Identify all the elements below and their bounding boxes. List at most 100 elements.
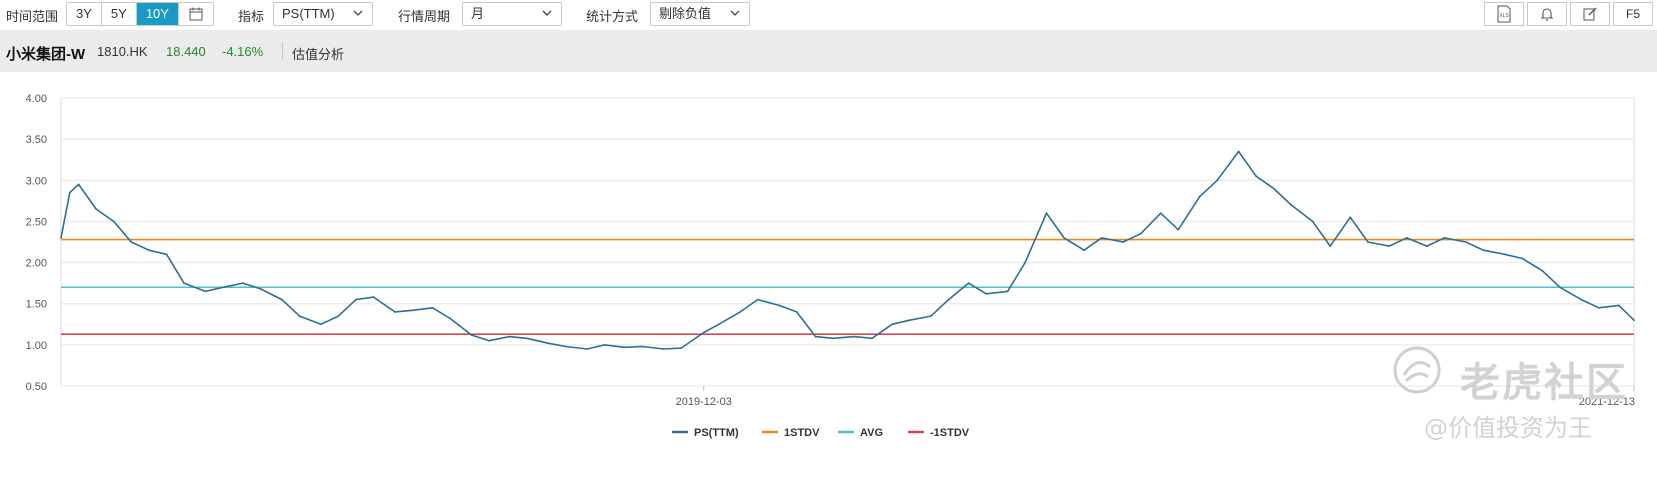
calendar-button[interactable] <box>178 3 213 25</box>
period-value: 月 <box>471 6 485 21</box>
ps-ttm-point <box>1388 245 1391 248</box>
ps-ttm-point <box>1329 245 1332 248</box>
ps-ttm-point <box>662 348 665 350</box>
ps-ttm-point <box>1159 212 1162 215</box>
stock-change: -4.16% <box>222 44 264 59</box>
legend-item-label[interactable]: AVG <box>860 427 883 439</box>
ps-ttm-point <box>930 315 932 317</box>
ps-ttm-point <box>623 346 626 349</box>
ps-ttm-point <box>1216 179 1219 182</box>
y-tick-label: 1.00 <box>26 340 47 352</box>
ps-ttm-point <box>1272 187 1275 190</box>
chart-grid <box>60 97 1635 387</box>
stock-code: 1810.HK <box>97 44 148 59</box>
ps-ttm-point <box>470 334 473 336</box>
export-xls-button[interactable]: XLS <box>1484 2 1524 26</box>
period-select[interactable]: 月 <box>462 2 562 26</box>
ps-ttm-point <box>778 304 780 307</box>
chart-legend: PS(TTM) 1STDV AVG -1STDV <box>672 427 970 439</box>
bell-icon <box>1540 8 1554 21</box>
ps-ttm-point <box>183 282 185 284</box>
ps-ttm-point <box>891 323 893 326</box>
time-range-label: 时间范围 <box>6 9 59 24</box>
ps-ttm-point <box>967 282 970 284</box>
ps-ttm-point <box>1426 245 1428 248</box>
ps-ttm-point <box>1237 150 1240 153</box>
toolbar: 时间范围 3Y 5Y 10Y 指标 PS(TTM) 行情周期 月 统计方式 剔除… <box>0 0 1657 30</box>
series-layer <box>60 150 1635 350</box>
ps-ttm-point <box>298 315 301 317</box>
range-5y-button[interactable]: 5Y <box>101 3 137 25</box>
ps-ttm-point <box>1311 220 1314 223</box>
ps-ttm-point <box>1045 212 1048 215</box>
ps-ttm-point <box>603 344 606 346</box>
ps-ttm-point <box>411 309 414 312</box>
ps-ttm-point <box>1290 204 1293 206</box>
ps-ttm-point <box>130 241 133 243</box>
chart-panel: 0.50 1.00 1.50 2.00 2.50 3.00 3.50 4.00 2019-12… <box>0 72 1657 484</box>
f5-label: F5 <box>1625 7 1640 21</box>
refresh-f5-button[interactable]: F5 <box>1613 2 1653 26</box>
ps-ttm-point <box>1580 298 1583 301</box>
y-tick-label: 1.50 <box>26 299 47 311</box>
view-title: 估值分析 <box>292 47 345 62</box>
x-tick-label: 2021-12-13 <box>1579 396 1635 408</box>
ps-ttm-point <box>525 337 528 340</box>
ps-ttm-point <box>1618 304 1620 307</box>
ps-ttm-point <box>1122 241 1124 243</box>
legend-item-label[interactable]: 1STDV <box>784 427 820 439</box>
ps-ttm-point <box>204 290 207 293</box>
period-label: 行情周期 <box>398 9 451 24</box>
ps-ttm-point <box>702 331 705 334</box>
ps-ttm-point <box>1405 237 1408 239</box>
alert-button[interactable] <box>1527 2 1567 26</box>
ps-ttm-point <box>1198 195 1201 198</box>
ps-ttm-point <box>795 311 798 313</box>
ps-ttm-point <box>1255 175 1257 178</box>
ps-ttm-point <box>508 335 511 338</box>
ps-ttm-point <box>641 345 644 348</box>
ps-ttm-point <box>355 298 357 301</box>
ps-ttm-point <box>1100 237 1103 239</box>
ps-ttm-point <box>1521 257 1524 260</box>
ps-ttm-point <box>871 337 873 340</box>
ps-ttm-point <box>1541 269 1544 272</box>
ps-ttm-point <box>320 323 322 326</box>
y-tick-label: 4.00 <box>26 93 47 105</box>
indicator-value: PS(TTM) <box>282 6 335 21</box>
xls-icon-text: XLS <box>1499 13 1509 19</box>
range-10y-button[interactable]: 10Y <box>136 3 179 25</box>
ps-ttm-point <box>564 345 567 348</box>
legend-item-label[interactable]: PS(TTM) <box>694 427 739 439</box>
stat-method-label: 统计方式 <box>586 9 639 24</box>
ps-ttm-point <box>165 253 168 256</box>
calendar-icon <box>189 7 203 21</box>
edit-button[interactable] <box>1570 2 1610 26</box>
y-tick-label: 3.00 <box>26 175 47 187</box>
stat-method-select[interactable]: 剔除负值 <box>650 2 750 26</box>
ps-ttm-point <box>908 319 911 322</box>
ps-ttm-point <box>95 208 98 211</box>
chevron-down-icon <box>542 10 552 16</box>
ps-ttm-point <box>1482 249 1485 252</box>
ps-ttm-point <box>1597 306 1600 309</box>
ps-ttm-point <box>1063 237 1065 239</box>
ps-ttm-point <box>222 286 224 289</box>
stat-method-value: 剔除负值 <box>659 6 712 21</box>
ps-ttm-point <box>372 296 375 298</box>
ps-ttm-point <box>547 342 549 345</box>
info-divider <box>282 42 283 60</box>
indicator-select[interactable]: PS(TTM) <box>273 2 373 26</box>
ps-ttm-point <box>832 337 834 340</box>
ps-ttm-point <box>717 323 720 326</box>
stock-price: 18.440 <box>166 44 206 59</box>
x-tick-label: 2019-12-03 <box>676 396 732 408</box>
ps-ttm-point <box>148 249 150 252</box>
range-3y-button[interactable]: 3Y <box>67 3 102 25</box>
xls-icon: XLS <box>1497 5 1511 23</box>
chevron-down-icon <box>730 10 740 16</box>
ps-ttm-point <box>1559 286 1561 289</box>
legend-item-label[interactable]: -1STDV <box>930 427 970 439</box>
time-range-selector: 3Y 5Y 10Y <box>66 2 214 26</box>
edit-icon <box>1583 7 1597 21</box>
